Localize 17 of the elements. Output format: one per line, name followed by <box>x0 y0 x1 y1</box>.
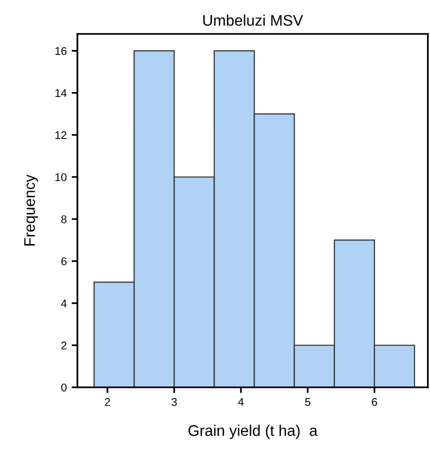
y-tick-label: 16 <box>55 47 66 55</box>
x-tick-label: 6 <box>372 398 378 406</box>
chart-title: Umbeluzi MSV <box>203 14 304 26</box>
y-tick-label: 2 <box>61 342 66 350</box>
y-tick-label: 4 <box>61 300 67 308</box>
x-tick-label: 5 <box>305 398 310 406</box>
y-tick-label: 14 <box>55 89 67 97</box>
y-tick-label: 6 <box>61 257 66 266</box>
y-tick-label: 0 <box>61 384 67 392</box>
x-tick-label: 4 <box>238 398 244 406</box>
x-axis-title: Grain yield (t ha) a <box>188 424 318 439</box>
y-axis-title: Frequency <box>24 174 38 246</box>
y-tick-label: 12 <box>55 131 66 139</box>
y-tick-label: 10 <box>55 173 67 182</box>
x-tick-label: 3 <box>172 398 177 406</box>
y-tick-label: 8 <box>61 215 66 224</box>
x-tick-label: 2 <box>104 398 110 406</box>
